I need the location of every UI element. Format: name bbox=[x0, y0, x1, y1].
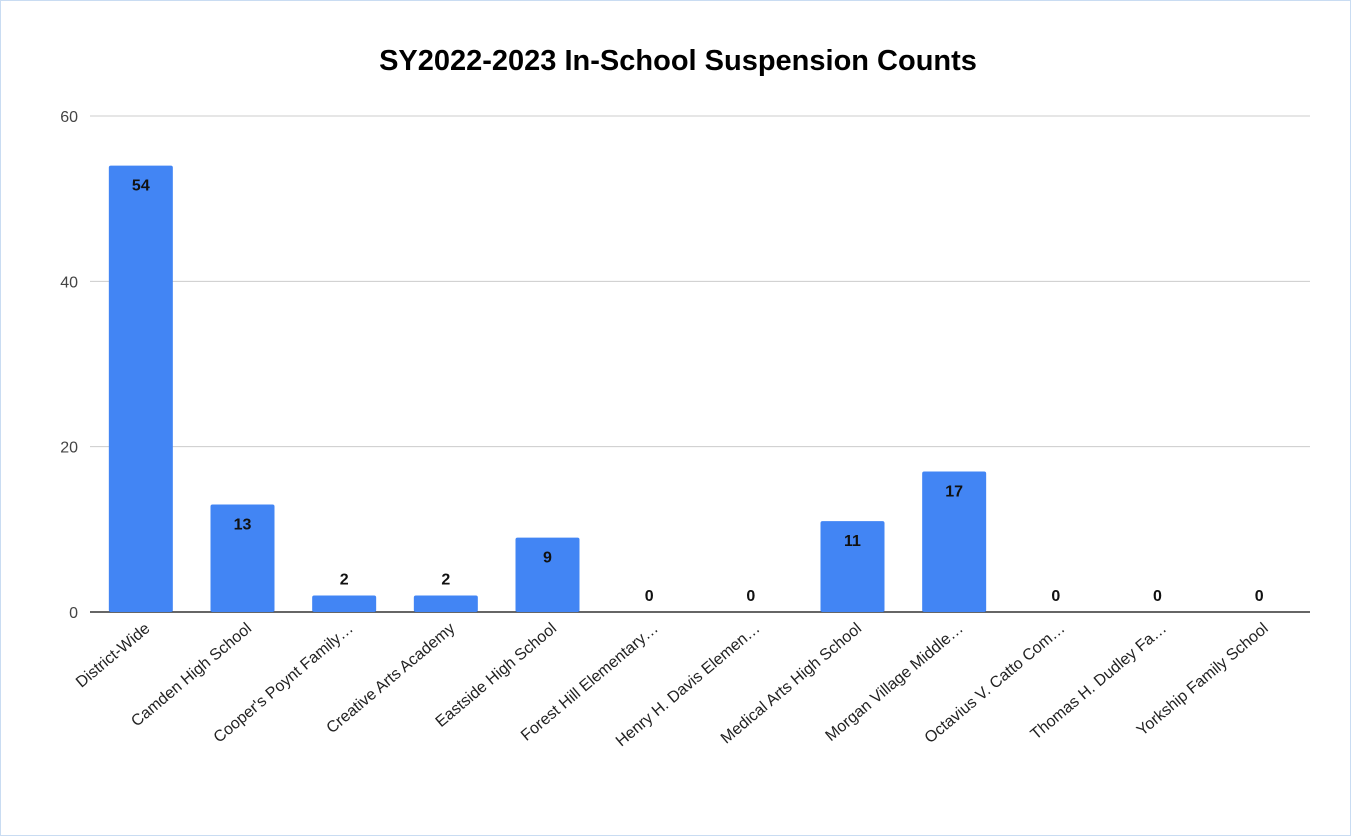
data-label: 2 bbox=[340, 571, 349, 588]
data-label: 54 bbox=[132, 178, 150, 195]
y-axis-ticks: 0 20 40 60 bbox=[60, 109, 78, 622]
bar bbox=[413, 595, 478, 612]
chart-title: SY2022-2023 In-School Suspension Counts bbox=[379, 45, 977, 77]
bar bbox=[312, 595, 377, 612]
data-label: 17 bbox=[945, 483, 963, 500]
bar bbox=[210, 504, 275, 612]
data-label: 0 bbox=[1153, 588, 1162, 605]
data-label: 13 bbox=[234, 517, 252, 534]
data-label: 0 bbox=[1255, 588, 1264, 605]
data-label: 2 bbox=[441, 571, 450, 588]
y-tick-label: 20 bbox=[60, 440, 78, 457]
y-tick-label: 40 bbox=[60, 274, 78, 291]
x-tick-label: District-Wide bbox=[73, 620, 153, 691]
bar bbox=[515, 537, 580, 612]
data-label: 9 bbox=[543, 550, 552, 567]
bars bbox=[108, 165, 987, 612]
bar bbox=[820, 521, 885, 612]
data-label: 0 bbox=[645, 588, 654, 605]
data-labels: 54 13 2 2 9 0 0 11 17 0 0 0 bbox=[132, 178, 1264, 605]
data-label: 0 bbox=[1051, 588, 1060, 605]
y-tick-label: 0 bbox=[69, 605, 78, 622]
y-tick-label: 60 bbox=[60, 109, 78, 126]
bar bbox=[108, 165, 173, 612]
data-label: 11 bbox=[844, 533, 861, 550]
data-label: 0 bbox=[746, 588, 755, 605]
bar bbox=[922, 471, 987, 612]
gridlines bbox=[90, 115, 1310, 613]
